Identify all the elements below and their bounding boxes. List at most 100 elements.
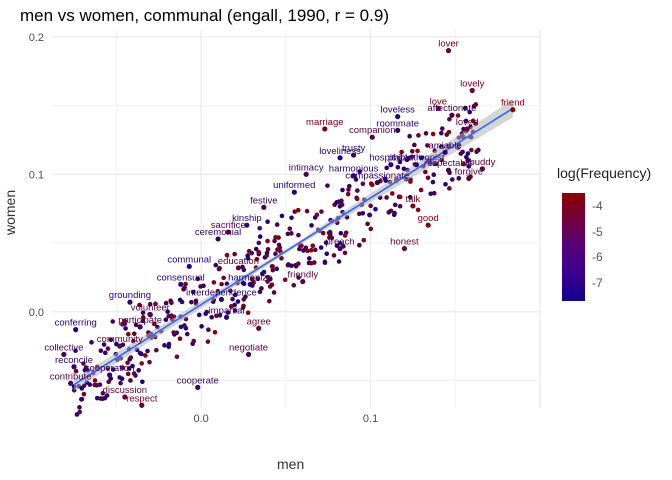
background-point <box>123 326 128 331</box>
point-label-good: good <box>418 213 439 224</box>
point-loveless <box>395 113 401 120</box>
point-label-philanthropist: philanthropist <box>388 153 445 164</box>
background-point <box>140 310 146 315</box>
point-label-communal: communal <box>167 254 211 265</box>
background-point <box>245 310 251 316</box>
point-preach <box>337 245 343 252</box>
background-point <box>235 299 241 304</box>
point-label-consensual: consensual <box>157 272 205 283</box>
background-point <box>357 211 362 217</box>
background-point <box>360 210 366 216</box>
background-point <box>270 267 276 273</box>
point-label-cooperation: cooperation <box>85 363 135 374</box>
background-point <box>318 245 324 250</box>
background-point <box>334 200 339 205</box>
background-point <box>110 319 116 324</box>
background-point <box>73 368 79 374</box>
y-axis-label: women <box>2 189 18 235</box>
point-buddy <box>479 166 485 172</box>
point-companion <box>369 134 375 140</box>
background-point <box>136 368 141 373</box>
background-point <box>373 206 378 212</box>
background-point <box>94 382 100 388</box>
background-point <box>145 348 150 354</box>
point-sacrifice <box>225 229 231 235</box>
background-point <box>310 243 316 249</box>
point-respectable <box>445 167 452 173</box>
point-label-impartial: impartial <box>209 305 245 316</box>
background-point <box>182 285 187 290</box>
background-point <box>392 202 398 208</box>
background-point <box>369 182 375 188</box>
point-label-compassionate: compassionate <box>345 171 409 182</box>
background-point <box>147 301 153 307</box>
background-point <box>428 191 434 197</box>
background-point <box>152 321 157 327</box>
background-point <box>408 179 413 184</box>
point-harmonize <box>247 281 253 287</box>
background-point <box>221 275 226 281</box>
point-label-cooperate: cooperate <box>177 375 219 386</box>
point-loved <box>464 126 470 132</box>
background-point <box>360 181 366 187</box>
background-point <box>163 317 169 323</box>
background-point <box>289 231 294 236</box>
background-point <box>337 240 343 246</box>
background-point <box>243 294 248 300</box>
background-point <box>253 246 259 252</box>
background-point <box>240 264 245 270</box>
background-point <box>354 196 360 202</box>
point-label-amiable: amiable <box>428 140 461 151</box>
background-point <box>470 118 476 124</box>
background-point <box>165 309 170 314</box>
background-point <box>384 195 389 200</box>
background-point <box>77 405 82 410</box>
background-point <box>357 169 362 174</box>
point-reconcile <box>71 364 77 370</box>
point-label-respectable: respectable <box>424 158 473 169</box>
point-friend <box>510 107 516 113</box>
point-trusty <box>351 152 357 158</box>
point-uniformed <box>291 189 297 195</box>
background-point <box>439 130 444 136</box>
background-point <box>256 240 262 246</box>
background-point <box>122 318 127 324</box>
point-participate <box>137 324 143 330</box>
background-point <box>246 248 252 254</box>
background-point <box>73 348 78 354</box>
background-point <box>133 322 139 328</box>
background-point <box>368 226 374 232</box>
color-legend-tick-label: -6 <box>592 250 603 265</box>
point-label-affectionate: affectionate <box>427 103 476 114</box>
point-label-marriage: marriage <box>306 117 344 128</box>
background-point <box>336 259 342 264</box>
background-point <box>184 331 190 337</box>
background-point <box>279 255 284 261</box>
background-point <box>319 209 324 214</box>
background-point <box>450 177 455 182</box>
background-point <box>209 314 214 320</box>
background-point <box>119 376 125 381</box>
point-label-collective: collective <box>44 342 83 353</box>
point-impartial <box>223 314 230 320</box>
background-point <box>265 274 271 280</box>
background-point <box>355 188 360 193</box>
point-friendly <box>300 278 306 285</box>
background-point <box>325 183 330 188</box>
background-point <box>271 290 277 295</box>
background-point <box>389 191 395 196</box>
background-point <box>182 323 187 328</box>
point-volunteer <box>147 311 153 318</box>
background-point <box>296 275 301 280</box>
background-point <box>232 292 238 298</box>
color-legend-tick-label: -5 <box>592 224 603 239</box>
background-point <box>259 286 264 291</box>
point-intimacy <box>303 171 309 177</box>
background-point <box>127 356 133 362</box>
background-point <box>276 235 281 240</box>
background-point <box>196 312 202 318</box>
background-point <box>320 230 326 236</box>
color-legend-bar <box>562 193 585 301</box>
point-love <box>435 105 441 111</box>
